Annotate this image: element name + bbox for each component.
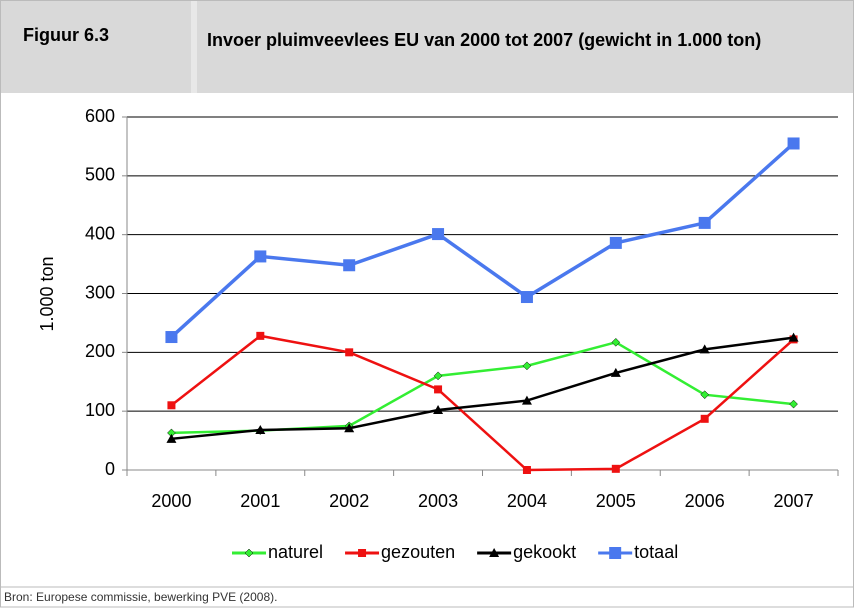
legend-label: totaal bbox=[634, 542, 678, 562]
series-line bbox=[170, 142, 795, 339]
x-tick-label: 2003 bbox=[418, 491, 458, 511]
x-tick-label: 2006 bbox=[685, 491, 725, 511]
marker bbox=[611, 337, 621, 347]
header: Figuur 6.3 Invoer pluimveevlees EU van 2… bbox=[0, 0, 854, 93]
series-line bbox=[171, 336, 794, 441]
marker bbox=[522, 466, 531, 474]
marker bbox=[609, 547, 622, 559]
marker bbox=[698, 216, 711, 229]
marker bbox=[788, 332, 799, 342]
marker bbox=[434, 385, 443, 394]
figure-label: Figuur 6.3 bbox=[23, 25, 110, 45]
y-tick-label: 300 bbox=[85, 282, 115, 302]
x-tick-label: 2007 bbox=[774, 491, 814, 511]
marker bbox=[255, 424, 266, 434]
marker bbox=[699, 344, 710, 354]
marker bbox=[244, 548, 254, 558]
series-line bbox=[171, 340, 794, 435]
x-tick-label: 2000 bbox=[151, 491, 191, 511]
marker bbox=[343, 259, 356, 272]
marker bbox=[520, 291, 533, 304]
marker bbox=[256, 331, 265, 340]
marker bbox=[787, 137, 800, 150]
marker bbox=[344, 423, 355, 433]
marker bbox=[521, 395, 532, 405]
x-tick-label: 2005 bbox=[596, 491, 636, 511]
series-line bbox=[170, 334, 795, 472]
x-tick-label: 2004 bbox=[507, 491, 547, 511]
marker bbox=[700, 414, 709, 423]
marker bbox=[700, 390, 710, 400]
marker bbox=[610, 367, 621, 377]
marker bbox=[433, 404, 444, 414]
source-note: Bron: Europese commissie, bewerking PVE … bbox=[4, 590, 278, 604]
y-tick-label: 200 bbox=[85, 341, 115, 361]
marker bbox=[358, 549, 367, 557]
legend-label: gekookt bbox=[513, 542, 576, 562]
x-tick-label: 2002 bbox=[329, 491, 369, 511]
frame bbox=[0, 91, 854, 608]
y-tick-label: 500 bbox=[85, 165, 115, 185]
marker bbox=[254, 250, 267, 263]
y-tick-label: 0 bbox=[105, 459, 115, 479]
marker bbox=[432, 228, 445, 241]
legend-label: gezouten bbox=[381, 542, 455, 562]
marker bbox=[345, 348, 354, 357]
marker bbox=[166, 433, 177, 443]
marker bbox=[789, 399, 798, 409]
y-tick-label: 600 bbox=[85, 106, 115, 126]
x-tick-label: 2001 bbox=[240, 491, 280, 511]
marker bbox=[609, 236, 622, 249]
y-tick-label: 400 bbox=[85, 223, 115, 243]
marker bbox=[522, 361, 532, 371]
marker bbox=[165, 331, 178, 344]
marker bbox=[611, 464, 620, 473]
y-tick-label: 100 bbox=[85, 400, 115, 420]
marker bbox=[167, 401, 176, 410]
legend-label: naturel bbox=[268, 542, 323, 562]
figure-title: Invoer pluimveevlees EU van 2000 tot 200… bbox=[207, 30, 762, 50]
marker bbox=[489, 548, 500, 557]
y-axis-label: 1.000 ton bbox=[37, 256, 57, 331]
header-separator bbox=[191, 1, 197, 93]
marker bbox=[433, 371, 443, 381]
